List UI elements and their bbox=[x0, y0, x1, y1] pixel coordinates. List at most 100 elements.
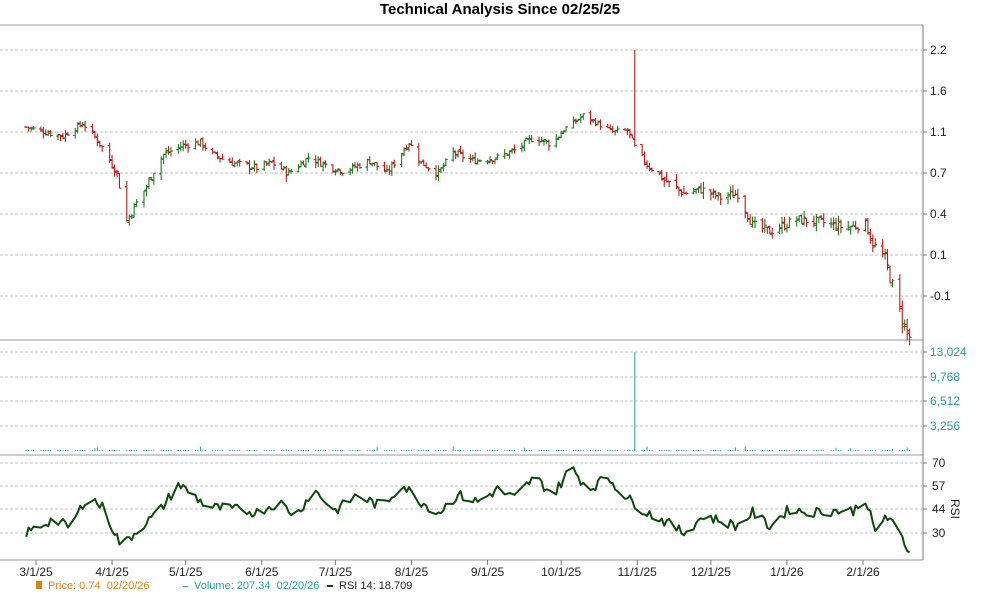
x-tick-label: 3/1/25 bbox=[19, 565, 53, 579]
price-bar bbox=[546, 139, 551, 151]
price-bar bbox=[846, 221, 851, 231]
price-bar bbox=[279, 161, 284, 170]
price-bar bbox=[851, 221, 856, 227]
price-bar bbox=[80, 122, 85, 127]
price-bar bbox=[573, 118, 578, 124]
price-bar bbox=[38, 126, 43, 132]
price-bar bbox=[829, 217, 834, 229]
price-bar bbox=[124, 181, 129, 222]
price-bar bbox=[281, 166, 286, 171]
price-bar bbox=[100, 145, 105, 152]
price-bar bbox=[595, 120, 600, 126]
price-bar bbox=[129, 214, 134, 219]
price-bar bbox=[797, 215, 802, 223]
chart-title: Technical Analysis Since 02/25/25 bbox=[379, 1, 621, 18]
rsi-tick-label: 57 bbox=[932, 479, 946, 493]
price-bar bbox=[762, 218, 767, 233]
price-bar bbox=[522, 139, 527, 151]
price-bar bbox=[684, 191, 689, 195]
price-bar bbox=[853, 220, 858, 230]
price-bar bbox=[370, 162, 375, 167]
price-bar bbox=[588, 110, 593, 125]
price-bar bbox=[161, 153, 166, 164]
price-bar bbox=[495, 153, 500, 161]
legend-volume: Volume: 207.34 02/20/26 bbox=[183, 580, 319, 592]
x-tick-label: 12/1/25 bbox=[691, 565, 731, 579]
price-bar bbox=[252, 160, 257, 172]
price-tick-label: 1.6 bbox=[930, 84, 947, 98]
price-bar bbox=[728, 186, 733, 200]
price-bar bbox=[399, 153, 404, 168]
x-tick-label: 2/1/26 bbox=[846, 565, 880, 579]
price-bar bbox=[26, 126, 31, 132]
price-bar bbox=[90, 123, 95, 135]
volume-legend-date: 02/20/26 bbox=[276, 580, 320, 592]
price-bar bbox=[176, 144, 181, 154]
price-bar bbox=[838, 219, 843, 234]
x-tick-label: 6/1/25 bbox=[245, 565, 279, 579]
price-bar bbox=[419, 161, 424, 164]
price-bar bbox=[323, 160, 328, 168]
price-bar bbox=[856, 227, 861, 234]
price-bar bbox=[303, 158, 308, 168]
price-bar bbox=[438, 167, 443, 173]
price-bar bbox=[701, 181, 706, 199]
price-bar bbox=[58, 134, 63, 142]
price-bar bbox=[760, 218, 765, 233]
price-bar bbox=[905, 318, 910, 341]
price-tick-label: 1.1 bbox=[930, 125, 947, 139]
price-bar bbox=[743, 194, 748, 219]
price-bar bbox=[863, 218, 868, 232]
price-bar bbox=[200, 137, 205, 151]
price-bar bbox=[451, 147, 456, 162]
price-bar bbox=[868, 228, 873, 244]
price-bar bbox=[426, 167, 431, 172]
price-bar bbox=[166, 146, 171, 155]
price-bar bbox=[289, 168, 294, 174]
price-bar bbox=[735, 188, 740, 203]
price-bar bbox=[794, 216, 799, 227]
price-bar bbox=[335, 168, 340, 173]
price-bar bbox=[745, 212, 750, 223]
price-bar bbox=[559, 130, 564, 139]
rsi-legend-swatch bbox=[327, 585, 333, 588]
price-bar bbox=[269, 161, 274, 163]
price-bar bbox=[235, 160, 240, 167]
price-bar bbox=[897, 274, 902, 312]
price-bar bbox=[507, 150, 512, 159]
price-bar bbox=[662, 176, 667, 187]
price-bar bbox=[753, 216, 758, 228]
volume-tick-label: 6,512 bbox=[930, 394, 960, 408]
price-bar bbox=[630, 134, 635, 139]
price-bar bbox=[730, 185, 735, 198]
price-bar bbox=[475, 158, 480, 165]
price-bar bbox=[524, 137, 529, 140]
price-bar bbox=[541, 138, 546, 146]
price-bar bbox=[318, 156, 323, 167]
price-bar bbox=[404, 145, 409, 151]
price-bar bbox=[907, 328, 912, 346]
x-tick-label: 5/1/25 bbox=[169, 565, 203, 579]
price-bar bbox=[821, 213, 826, 228]
price-bar bbox=[659, 169, 664, 181]
price-bars bbox=[24, 50, 912, 346]
price-bar bbox=[112, 164, 117, 177]
rsi-legend-label: RSI 14: 18.709 bbox=[339, 580, 413, 592]
price-bar bbox=[510, 148, 515, 154]
x-tick-label: 4/1/25 bbox=[95, 565, 129, 579]
price-bar bbox=[780, 216, 785, 235]
price-bar bbox=[676, 187, 681, 196]
price-bar bbox=[811, 215, 816, 228]
price-bar bbox=[316, 156, 321, 167]
legend-price: Price: 0.74 02/20/26 bbox=[36, 580, 150, 592]
price-bar bbox=[348, 167, 353, 176]
price-bar bbox=[141, 190, 146, 208]
price-bar bbox=[409, 140, 414, 146]
x-tick-label: 8/1/25 bbox=[395, 565, 429, 579]
price-bar bbox=[836, 215, 841, 236]
price-bar bbox=[679, 189, 684, 197]
price-bar bbox=[83, 120, 88, 132]
price-bar bbox=[453, 150, 458, 160]
rsi-tick-label: 44 bbox=[932, 502, 946, 516]
